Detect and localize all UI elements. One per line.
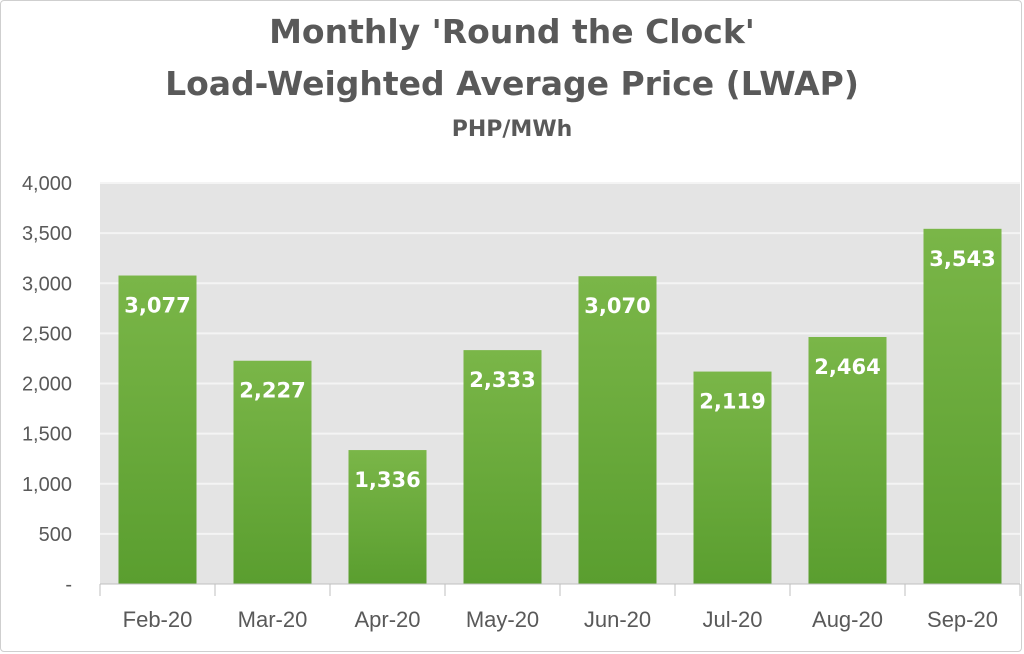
x-tick-label: Jun-20 [584, 607, 651, 632]
chart-subtitle: PHP/MWh [451, 117, 573, 142]
x-tick-label: Feb-20 [123, 607, 193, 632]
bar [808, 336, 887, 584]
data-label: 3,070 [584, 294, 650, 318]
x-tick-label: Sep-20 [927, 607, 998, 632]
bar [693, 371, 772, 584]
x-tick-label: Aug-20 [812, 607, 883, 632]
y-tick-label: 4,000 [22, 173, 72, 195]
bars: 3,077 2,227 1,336 2,333 3,070 2,119 2,464 3,543 [118, 228, 1002, 584]
y-tick-label: 1,500 [22, 424, 72, 446]
bar [233, 360, 312, 584]
y-tick-label: 2,000 [22, 374, 72, 396]
bar [578, 276, 657, 584]
data-label: 2,333 [469, 368, 535, 392]
bar [118, 275, 197, 584]
data-label: 2,227 [239, 379, 305, 403]
bar [923, 228, 1002, 584]
y-tick-label: 3,000 [22, 273, 72, 295]
y-axis: - 500 1,000 1,500 2,000 2,500 3,000 3,500 4,000 [22, 173, 72, 596]
y-tick-label: 500 [39, 524, 72, 546]
y-tick-label: 2,500 [22, 323, 72, 345]
x-tick-label: Jul-20 [703, 607, 763, 632]
bar [463, 350, 542, 584]
x-tick-label: Apr-20 [354, 607, 420, 632]
data-label: 2,119 [699, 390, 765, 414]
y-tick-label: 1,000 [22, 474, 72, 496]
data-label: 3,077 [124, 294, 190, 318]
data-label: 2,464 [814, 355, 880, 379]
chart-title-line2: Load-Weighted Average Price (LWAP) [165, 64, 859, 103]
data-label: 3,543 [929, 247, 995, 271]
chart-title: Monthly 'Round the Clock' [269, 12, 755, 51]
data-label: 1,336 [354, 468, 420, 492]
bar [348, 450, 427, 584]
y-tick-label: 3,500 [22, 223, 72, 245]
y-tick-label: - [65, 574, 72, 596]
x-axis: Feb-20 Mar-20 Apr-20 May-20 Jun-20 Jul-20 Aug-… [99, 583, 1021, 632]
x-tick-label: May-20 [466, 607, 539, 632]
x-tick-label: Mar-20 [238, 607, 308, 632]
